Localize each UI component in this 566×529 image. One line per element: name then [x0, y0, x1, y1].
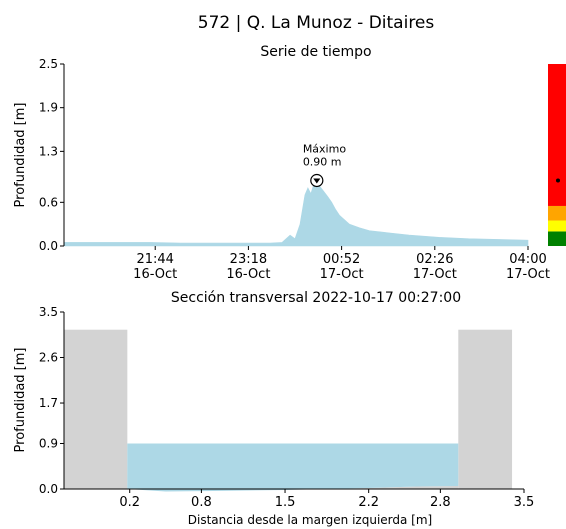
max-annotation: Máximo 0.90 m	[303, 142, 347, 188]
x-tick-label: 0.2	[119, 495, 140, 510]
figure-title: 572 | Q. La Munoz - Ditaires	[198, 13, 435, 33]
x-tick-date-label: 17-Oct	[320, 267, 364, 282]
x-tick-date-label: 16-Oct	[226, 267, 270, 282]
y-tick-label: 0.6	[39, 195, 58, 209]
time-series-chart: Serie de tiempo Profundidad [m] 0.0 0.6 1.…	[13, 44, 566, 282]
y-tick-label: 1.9	[39, 101, 58, 115]
y-tick-label: 3.5	[39, 305, 58, 319]
max-annotation-label: Máximo	[303, 142, 347, 155]
cross-section-y-label: Profundidad [m]	[13, 348, 28, 453]
alert-band	[548, 231, 566, 246]
x-tick-label: 0.8	[191, 495, 212, 510]
cross-section-plot-area	[63, 312, 524, 492]
y-tick-label: 1.7	[39, 396, 58, 410]
x-tick-date-label: 17-Oct	[413, 267, 457, 282]
y-tick-label: 1.3	[39, 144, 58, 158]
y-tick-label: 0.9	[39, 436, 58, 450]
cross-section-x-ticks: 0.2 0.8 1.5 2.2 2.8 3.5	[119, 489, 534, 510]
time-series-x-ticks: 21:4416-Oct23:1816-Oct00:5217-Oct02:2617…	[133, 246, 550, 282]
cross-section-title: Sección transversal 2022-10-17 00:27:00	[171, 290, 461, 306]
y-tick-label: 2.5	[39, 57, 58, 71]
alert-band	[548, 64, 566, 206]
x-tick-date-label: 16-Oct	[133, 267, 177, 282]
alert-level-marker	[556, 178, 560, 183]
right-bank	[458, 329, 513, 489]
channel-bed	[127, 486, 459, 489]
max-marker-triangle-icon	[313, 178, 321, 184]
y-tick-label: 0.0	[39, 482, 58, 496]
x-tick-time-label: 02:26	[416, 252, 453, 267]
y-tick-label: 2.6	[39, 351, 58, 365]
water-area	[127, 443, 459, 492]
alert-band	[548, 205, 566, 221]
cross-section-x-label: Distancia desde la margen izquierda [m]	[188, 513, 432, 527]
x-tick-time-label: 21:44	[136, 252, 173, 267]
time-series-y-label: Profundidad [m]	[13, 103, 28, 208]
x-tick-label: 2.8	[430, 495, 451, 510]
cross-section-y-ticks: 0.0 0.9 1.7 2.6 3.5	[39, 305, 64, 496]
max-annotation-value: 0.90 m	[303, 155, 342, 168]
time-series-y-ticks: 0.0 0.6 1.3 1.9 2.5	[39, 57, 64, 253]
left-bank	[64, 329, 128, 489]
x-tick-time-label: 00:52	[323, 252, 360, 267]
time-series-title: Serie de tiempo	[260, 44, 371, 60]
x-tick-time-label: 23:18	[230, 252, 267, 267]
x-tick-label: 3.5	[514, 495, 535, 510]
depth-series-area	[63, 179, 529, 247]
y-tick-label: 0.0	[39, 239, 58, 253]
cross-section-chart: Sección transversal 2022-10-17 00:27:00 …	[13, 290, 534, 527]
time-series-plot-area	[63, 64, 529, 247]
x-tick-date-label: 17-Oct	[506, 267, 550, 282]
x-tick-time-label: 04:00	[509, 252, 546, 267]
x-tick-label: 2.2	[358, 495, 379, 510]
alert-level-bar	[548, 64, 566, 246]
alert-band	[548, 220, 566, 232]
x-tick-label: 1.5	[275, 495, 296, 510]
